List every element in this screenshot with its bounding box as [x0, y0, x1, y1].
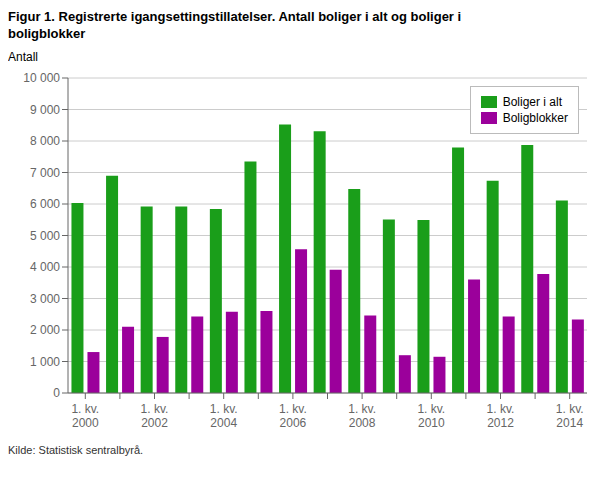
svg-text:1. kv.2008: 1. kv.2008	[348, 402, 376, 430]
html-text:boligblokker: boligblokker	[8, 26, 86, 41]
svg-text:1. kv.2004: 1. kv.2004	[210, 402, 238, 430]
svg-text:2 000: 2 000	[30, 323, 60, 337]
html-text:Antall: Antall	[8, 50, 38, 64]
svg-text:3 000: 3 000	[30, 292, 60, 306]
svg-text:0: 0	[53, 386, 60, 400]
svg-text:1. kv.2000: 1. kv.2000	[71, 402, 99, 430]
html-text:Boligblokker: Boligblokker	[502, 111, 568, 125]
svg-text:7 000: 7 000	[30, 166, 60, 180]
html-text:Kilde: Statistisk sentralbyrå.: Kilde: Statistisk sentralbyrå.	[8, 444, 144, 456]
svg-text:1. kv.2002: 1. kv.2002	[141, 402, 169, 430]
svg-text:1. kv.2012: 1. kv.2012	[487, 402, 515, 430]
svg-text:10 000: 10 000	[23, 71, 60, 85]
svg-text:9 000: 9 000	[30, 103, 60, 117]
html-text:Boliger i alt: Boliger i alt	[502, 95, 562, 109]
svg-text:5 000: 5 000	[30, 229, 60, 243]
svg-text:6 000: 6 000	[30, 197, 60, 211]
svg-text:1. kv.2006: 1. kv.2006	[279, 402, 307, 430]
svg-text:1. kv.2014: 1. kv.2014	[556, 402, 584, 430]
svg-text:4 000: 4 000	[30, 260, 60, 274]
svg-text:8 000: 8 000	[30, 134, 60, 148]
svg-text:1. kv.2010: 1. kv.2010	[417, 402, 445, 430]
html-text:Figur 1. Registrerte igangsett: Figur 1. Registrerte igangsettingstillat…	[8, 9, 462, 24]
svg-text:1 000: 1 000	[30, 355, 60, 369]
